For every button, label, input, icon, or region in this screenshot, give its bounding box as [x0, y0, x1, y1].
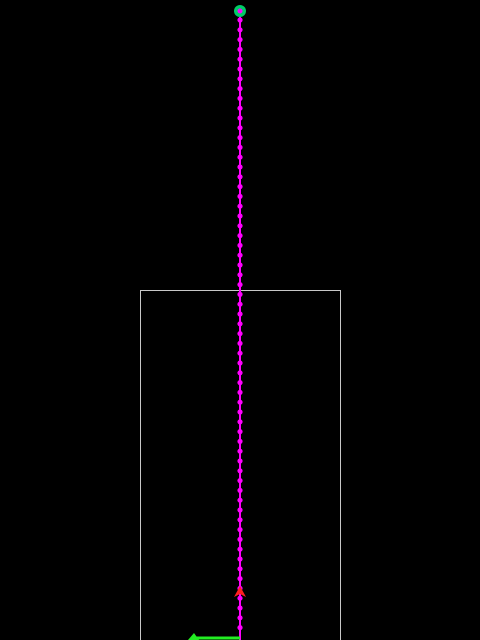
path-waypoint-dot — [237, 527, 243, 533]
path-waypoint-dot — [237, 282, 243, 288]
path-waypoint-dot — [237, 517, 243, 523]
path-waypoint-dot — [237, 95, 243, 101]
path-waypoint-dot — [237, 507, 243, 513]
path-waypoint-dot — [237, 272, 243, 278]
path-waypoint-dot — [237, 497, 243, 503]
path-waypoint-dot — [237, 252, 243, 258]
path-waypoint-dot — [237, 193, 243, 199]
path-waypoint-dot — [237, 448, 243, 454]
path-waypoint-dot — [237, 615, 243, 621]
path-waypoint-dot — [237, 331, 243, 337]
path-waypoint-dot — [237, 46, 243, 53]
path-waypoint-dot — [237, 164, 243, 170]
path-waypoint-dot — [237, 468, 243, 474]
path-waypoint-dot — [237, 17, 243, 23]
path-waypoint-dot — [237, 105, 243, 111]
path-waypoint-dot — [237, 233, 243, 239]
path-waypoint-dot — [237, 438, 243, 444]
path-waypoint-dot — [237, 487, 243, 493]
path-waypoint-dot — [237, 576, 243, 582]
agent-heading-arrow-icon — [234, 586, 246, 597]
path-waypoint-dot — [237, 125, 243, 131]
path-waypoint-dot — [237, 380, 243, 386]
path-waypoint-dot — [237, 291, 243, 297]
path-waypoint-dot — [237, 115, 243, 121]
path-waypoint-dot — [237, 135, 243, 141]
path-waypoint-dot — [237, 536, 243, 543]
path-waypoint-dot — [237, 458, 243, 464]
path-waypoint-dot — [237, 27, 243, 33]
path-waypoint-dot — [237, 311, 243, 317]
path-waypoint-dot — [237, 389, 243, 395]
path-waypoint-dot — [237, 370, 243, 376]
path-waypoint-dot — [237, 399, 243, 405]
path-waypoint-dot — [237, 144, 243, 150]
path-waypoint-dot — [237, 321, 243, 327]
path-waypoint-dot — [237, 154, 243, 160]
path-waypoint-dot — [237, 556, 243, 562]
goal-marker-icon — [234, 5, 246, 17]
path-waypoint-dot — [237, 625, 243, 631]
path-waypoint-dot — [237, 301, 243, 307]
path-waypoint-dot — [237, 429, 243, 435]
ground-direction-marker-icon — [188, 633, 240, 640]
path-waypoint-dot — [237, 213, 243, 219]
path-waypoint-dot — [237, 605, 243, 611]
path-waypoint-dot — [237, 174, 243, 180]
path-waypoint-dot — [237, 56, 243, 62]
path-waypoint-dot — [237, 478, 243, 484]
path-waypoint-dot — [237, 66, 243, 72]
path-waypoint-dot — [237, 546, 243, 552]
path-waypoint-dot — [237, 360, 243, 366]
path-waypoint-dot — [237, 340, 243, 346]
path-waypoints — [237, 17, 243, 631]
path-waypoint-dot — [237, 223, 243, 229]
path-waypoint-dot — [237, 86, 243, 92]
path-waypoint-dot — [237, 37, 243, 43]
path-waypoint-dot — [237, 262, 243, 268]
path-waypoint-dot — [237, 419, 243, 425]
path-waypoint-dot — [237, 595, 243, 601]
path-waypoint-dot — [237, 566, 243, 572]
path-waypoint-dot — [237, 242, 243, 248]
path-waypoint-dot — [237, 350, 243, 356]
path-waypoint-dot — [237, 76, 243, 82]
path-waypoint-dot — [237, 409, 243, 415]
path-waypoint-dot — [237, 203, 243, 209]
path-waypoint-dot — [237, 184, 243, 190]
